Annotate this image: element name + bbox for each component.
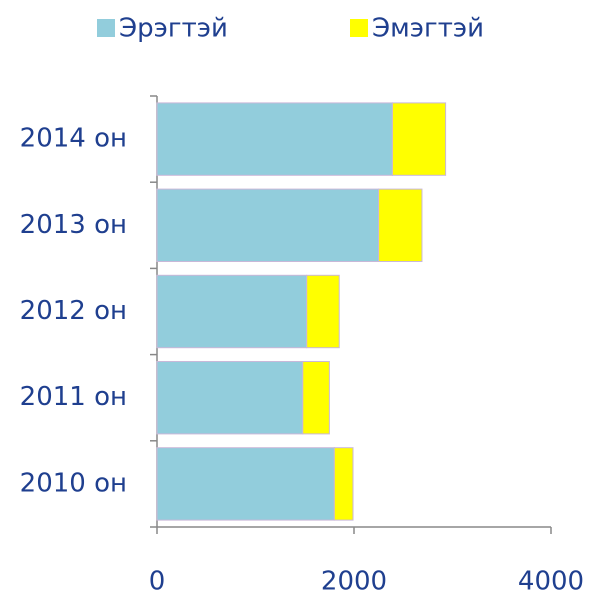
y-tick-label: 2014 он <box>20 124 127 154</box>
bar <box>333 447 354 521</box>
legend-label: Эмэгтэй <box>372 14 484 44</box>
bar <box>156 274 308 349</box>
bar <box>306 274 340 349</box>
bar <box>156 447 335 521</box>
legend-swatch <box>97 19 115 37</box>
bar <box>378 188 423 263</box>
legend-swatch <box>350 19 368 37</box>
bar <box>156 360 304 435</box>
y-tick-label: 2011 он <box>20 382 127 412</box>
x-tick-label: 2000 <box>321 567 387 593</box>
bar <box>156 188 380 263</box>
legend-label: Эрэгтэй <box>119 14 228 44</box>
y-tick-label: 2013 он <box>20 210 127 240</box>
bar <box>302 360 330 435</box>
bar <box>156 102 393 176</box>
x-tick-label: 4000 <box>518 567 584 593</box>
y-tick-label: 2010 он <box>20 468 127 498</box>
bar <box>391 102 447 176</box>
x-tick-label: 0 <box>149 567 166 593</box>
y-tick-label: 2012 он <box>20 296 127 326</box>
